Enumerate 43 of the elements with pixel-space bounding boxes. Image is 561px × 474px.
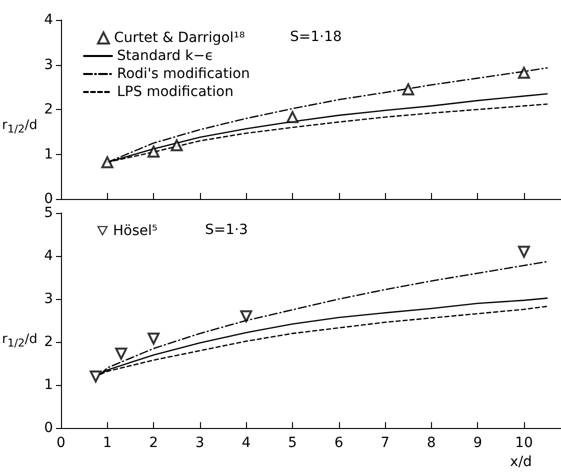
point — [148, 146, 160, 158]
x-tick-label: 1 — [102, 435, 112, 452]
legend-label: Rodi's modification — [117, 66, 250, 82]
y-tick-label: 1 — [44, 377, 53, 394]
x-tick-label: 7 — [380, 435, 390, 452]
point — [170, 139, 183, 152]
x-tick-label: 6 — [334, 435, 344, 452]
y-tick-label: 0 — [44, 420, 53, 436]
y-tick-label: 2 — [44, 334, 53, 350]
annotation: S=1·18 — [290, 29, 342, 45]
x-tick-label: 2 — [149, 435, 158, 452]
point — [402, 83, 414, 96]
legend-label: Standard k−ϵ — [117, 48, 214, 64]
x-tick-label: 10 — [515, 435, 533, 452]
x-tick-label: 5 — [288, 435, 297, 452]
y-tick-label: 5 — [44, 205, 53, 221]
y-tick-label: 3 — [44, 291, 53, 308]
x-tick-label: 0 — [56, 435, 66, 452]
y-axis-title: r$_{1/2}$/d — [2, 118, 38, 136]
point — [286, 111, 298, 124]
y-tick-label: 0 — [44, 191, 53, 207]
x-tick-label: 3 — [195, 435, 204, 452]
legend-label: LPS modification — [117, 84, 234, 100]
point — [518, 246, 530, 258]
point — [240, 310, 252, 322]
annotation: S=1·3 — [205, 222, 248, 238]
legend-label: Hösel⁵ — [113, 223, 158, 239]
y-tick-label: 4 — [44, 12, 54, 28]
legend-label: Curtet & Darrigol¹⁸ — [114, 30, 246, 46]
y-tick-label: 1 — [44, 146, 53, 162]
x-tick-label: 4 — [242, 435, 251, 452]
point — [101, 156, 114, 168]
x-tick-label: 8 — [426, 435, 436, 452]
point — [518, 66, 530, 79]
y-axis-title: r$_{1/2}$/d — [2, 332, 38, 350]
point — [115, 348, 128, 360]
point — [148, 332, 160, 345]
y-tick-label: 4 — [44, 248, 54, 264]
y-tick-label: 3 — [44, 56, 53, 73]
point — [90, 370, 102, 382]
x-tick-label: 9 — [473, 435, 482, 452]
y-tick-label: 2 — [44, 102, 53, 118]
x-axis-title: x/d — [510, 454, 532, 470]
